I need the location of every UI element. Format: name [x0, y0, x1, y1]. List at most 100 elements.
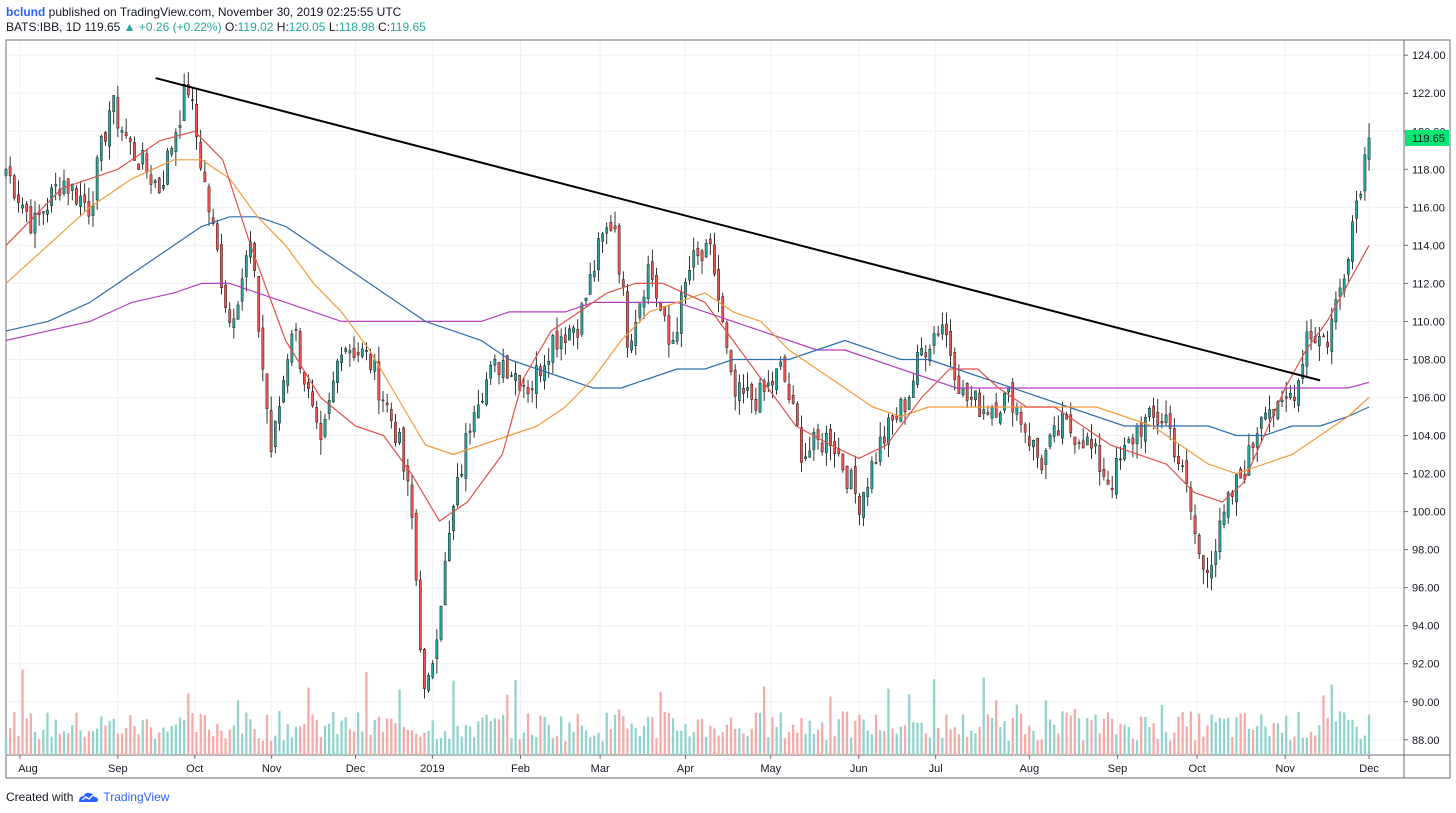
- candle-body: [133, 142, 136, 161]
- candle-body: [290, 333, 294, 363]
- candle-body: [771, 380, 774, 386]
- last-price: 119.65: [84, 20, 121, 34]
- volume-bar: [1222, 719, 1226, 755]
- candle-body: [414, 512, 418, 581]
- candle-body: [8, 166, 12, 177]
- volume-bar: [821, 722, 824, 755]
- candle-body: [199, 142, 203, 169]
- tradingview-link[interactable]: TradingView: [103, 790, 170, 804]
- candle-body: [617, 225, 621, 275]
- candle-body: [149, 174, 153, 185]
- price-tick-label: 100.00: [1412, 507, 1446, 519]
- candle-body: [182, 83, 186, 121]
- candle-body: [1027, 436, 1031, 446]
- volume-bar: [100, 716, 103, 755]
- candle-body: [580, 303, 584, 335]
- volume-bar: [535, 736, 538, 755]
- volume-bar: [837, 719, 840, 755]
- candle-body: [128, 138, 132, 142]
- price-tick-label: 112.00: [1412, 278, 1445, 290]
- candle-body: [116, 97, 120, 129]
- volume-bar: [1202, 736, 1205, 755]
- volume-bar: [688, 736, 691, 755]
- candle-body: [112, 95, 116, 112]
- candle-body: [228, 309, 232, 323]
- volume-bar: [21, 669, 24, 755]
- volume-bar: [1082, 740, 1085, 755]
- candle-body: [903, 399, 907, 413]
- candle-body: [663, 306, 667, 317]
- candle-body: [79, 195, 82, 207]
- candle-body: [563, 334, 567, 343]
- volume-bar: [224, 738, 227, 755]
- volume-bar: [290, 737, 294, 755]
- volume-bar: [903, 725, 907, 755]
- candle-body: [750, 384, 754, 400]
- price-tick-label: 122.00: [1412, 88, 1446, 100]
- price-tick-label: 92.00: [1412, 659, 1440, 671]
- volume-bar: [1073, 708, 1077, 755]
- volume-bar: [241, 733, 244, 755]
- candle-body: [153, 180, 157, 183]
- last-price-tag: [1405, 129, 1449, 146]
- volume-bar: [622, 716, 625, 755]
- footer: Created with TradingView: [6, 790, 169, 804]
- candle-body: [427, 675, 430, 691]
- volume-bar: [75, 712, 78, 755]
- volume-bar: [572, 731, 575, 755]
- volume-bar: [642, 725, 646, 755]
- volume-bar: [187, 693, 190, 755]
- volume-bar: [522, 732, 526, 755]
- candle-body: [261, 327, 265, 370]
- candle-body: [398, 432, 401, 443]
- time-tick-label: May: [760, 763, 781, 775]
- candle-body: [953, 352, 957, 380]
- candle-body: [737, 382, 741, 401]
- candle-body: [671, 340, 675, 344]
- volume-bar: [1156, 739, 1159, 755]
- volume-bar: [29, 713, 32, 755]
- candle-body: [157, 177, 161, 194]
- candle-body: [25, 203, 29, 212]
- volume-bar: [1309, 731, 1313, 755]
- volume-bar: [1077, 718, 1081, 755]
- time-tick-label: Apr: [677, 763, 694, 775]
- candle-body: [1189, 487, 1193, 512]
- candle-body: [1023, 424, 1027, 433]
- volume-bar: [423, 732, 426, 755]
- candle-body: [713, 244, 716, 275]
- volume-bar: [663, 711, 666, 755]
- volume-bar: [1169, 740, 1172, 755]
- candle-body: [895, 415, 899, 420]
- candle-body: [12, 175, 16, 199]
- candle-body: [675, 332, 679, 342]
- volume-bar: [1189, 711, 1193, 755]
- symbol-info-line: BATS:IBB, 1D 119.65 ▲ +0.26 (+0.22%) O:1…: [6, 20, 426, 34]
- candle-body: [791, 395, 795, 404]
- volume-bar: [1090, 720, 1093, 755]
- candle-body: [257, 276, 261, 332]
- volume-bar: [120, 733, 124, 755]
- candle-body: [232, 318, 236, 328]
- change-value: +0.26 (+0.22%): [138, 20, 222, 34]
- volume-bar: [750, 728, 753, 755]
- volume-bar: [373, 719, 376, 755]
- candle-body: [211, 217, 215, 224]
- volume-bar: [439, 738, 443, 755]
- volume-bar: [671, 718, 675, 755]
- price-tick-label: 110.00: [1412, 316, 1445, 328]
- candle-body: [982, 409, 986, 415]
- volume-bar: [630, 723, 633, 755]
- candle-body: [568, 328, 571, 341]
- volume-bar: [336, 734, 339, 755]
- candle-body: [1330, 318, 1334, 352]
- volume-bar: [804, 733, 807, 755]
- author-link[interactable]: bclund: [6, 5, 46, 19]
- volume-bar: [1173, 732, 1176, 755]
- volume-bar: [365, 672, 368, 755]
- time-tick-label: Dec: [346, 763, 366, 775]
- volume-bar: [369, 734, 372, 755]
- volume-bar: [236, 700, 240, 755]
- price-tick-label: 88.00: [1412, 735, 1440, 747]
